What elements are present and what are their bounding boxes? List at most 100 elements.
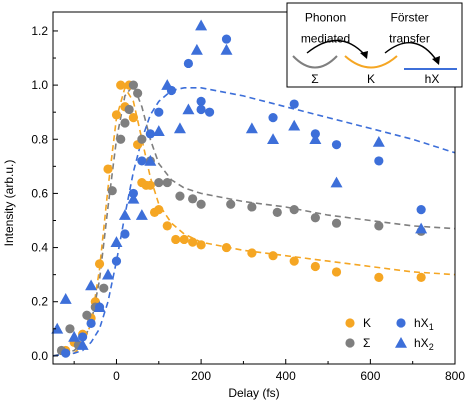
y-tick-label: 0.0 — [31, 349, 48, 363]
x-tick-label: 400 — [276, 369, 296, 383]
point-hx2-23 — [330, 176, 343, 188]
y-tick-label: 1.0 — [31, 78, 48, 92]
point-hx2-19 — [245, 122, 258, 134]
point-sigma-10 — [128, 80, 138, 90]
plot-frame — [52, 11, 456, 365]
point-k-29 — [374, 272, 384, 282]
point-k-21 — [188, 237, 198, 247]
point-k-15 — [145, 180, 155, 190]
point-hx2-5 — [93, 301, 106, 312]
data-points — [51, 19, 428, 358]
point-sigma-18 — [196, 199, 206, 209]
forster-arrow-head — [432, 56, 440, 65]
point-hx2-10 — [135, 209, 148, 220]
phonon-arrow — [306, 39, 366, 56]
legend-label-hx2: hX2 — [414, 336, 434, 352]
legend-label-hx1: hX1 — [414, 316, 434, 332]
point-hx1-2 — [86, 318, 96, 328]
legend-marker-hx1 — [396, 318, 406, 328]
point-sigma-16 — [175, 191, 185, 201]
axis-ticks: 0 200 400 600 800 0.0 0.2 0.4 0.6 0.8 1.0 1.2 — [31, 24, 465, 383]
point-sigma-19 — [226, 199, 236, 209]
point-k-5 — [94, 259, 105, 269]
point-sigma-20 — [247, 202, 257, 212]
point-sigma-11 — [133, 88, 143, 98]
point-k-20 — [179, 234, 189, 245]
point-hx2-24 — [372, 135, 385, 147]
inset-box — [286, 2, 463, 88]
point-hx2-9 — [127, 192, 140, 204]
legend-label-sigma: Σ — [363, 336, 370, 350]
point-k-27 — [310, 261, 320, 272]
inset-valley-label-1: K — [367, 72, 375, 86]
y-tick-label: 0.6 — [31, 186, 48, 200]
inset-valley-label-0: Σ — [311, 72, 318, 86]
sigma-valley — [292, 55, 338, 69]
point-hx2-25 — [415, 222, 428, 234]
inset-label-1: mediated — [301, 31, 350, 45]
point-sigma-24 — [331, 218, 342, 228]
point-hx2-8 — [118, 209, 131, 220]
legend-marker-k — [345, 318, 355, 328]
point-k-19 — [171, 234, 181, 245]
point-sigma-12 — [137, 134, 147, 144]
point-hx2-1 — [59, 293, 72, 304]
point-hx1-15 — [221, 34, 232, 44]
point-sigma-25 — [374, 221, 384, 231]
point-sigma-7 — [116, 134, 126, 144]
point-hx1-5 — [120, 229, 130, 239]
point-sigma-8 — [120, 118, 130, 128]
point-hx1-9 — [154, 107, 164, 117]
point-k-23 — [221, 242, 232, 253]
point-sigma-6 — [107, 186, 117, 196]
point-k-7 — [111, 110, 122, 120]
point-sigma-21 — [272, 207, 282, 217]
point-hx1-19 — [331, 140, 342, 150]
point-hx2-16 — [190, 43, 203, 55]
fit-curve-1 — [52, 83, 456, 357]
point-k-8 — [116, 80, 126, 90]
point-hx1-7 — [137, 156, 147, 166]
point-hx2-14 — [173, 122, 186, 134]
point-hx1-16 — [268, 113, 278, 123]
inset-label-3: transfer — [389, 31, 430, 45]
point-hx1-8 — [145, 129, 155, 139]
point-k-25 — [268, 251, 278, 261]
point-hx1-21 — [416, 205, 426, 215]
point-hx2-15 — [182, 103, 195, 115]
point-sigma-3 — [82, 310, 92, 320]
point-k-6 — [103, 164, 113, 174]
point-hx1-14 — [204, 107, 215, 117]
point-sigma-5 — [99, 283, 109, 293]
k-valley — [344, 55, 398, 69]
legend-label-k: K — [363, 316, 371, 330]
inset-label-2: Förster — [390, 10, 428, 24]
point-hx1-20 — [374, 156, 384, 166]
point-sigma-14 — [154, 177, 164, 188]
legend-marker-hx2 — [395, 337, 407, 348]
point-k-22 — [196, 240, 206, 250]
point-sigma-15 — [162, 177, 172, 188]
point-hx2-11 — [144, 154, 157, 166]
point-hx1-1 — [78, 332, 88, 342]
point-hx2-13 — [161, 79, 174, 90]
point-hx1-0 — [61, 348, 71, 358]
x-tick-label: 800 — [445, 369, 465, 383]
point-hx2-0 — [51, 322, 64, 334]
point-hx2-17 — [195, 19, 208, 31]
point-k-11 — [128, 113, 138, 123]
point-hx2-18 — [220, 43, 233, 55]
fit-curves — [52, 83, 456, 357]
point-sigma-1 — [65, 324, 75, 334]
point-hx2-6 — [102, 268, 115, 280]
legend-marker-sigma — [345, 338, 355, 348]
point-hx1-4 — [111, 256, 122, 266]
point-hx2-21 — [288, 119, 301, 131]
point-k-30 — [416, 272, 426, 282]
point-hx1-12 — [196, 96, 206, 106]
point-hx2-22 — [309, 133, 322, 145]
x-axis-title: Delay (fs) — [228, 386, 279, 400]
